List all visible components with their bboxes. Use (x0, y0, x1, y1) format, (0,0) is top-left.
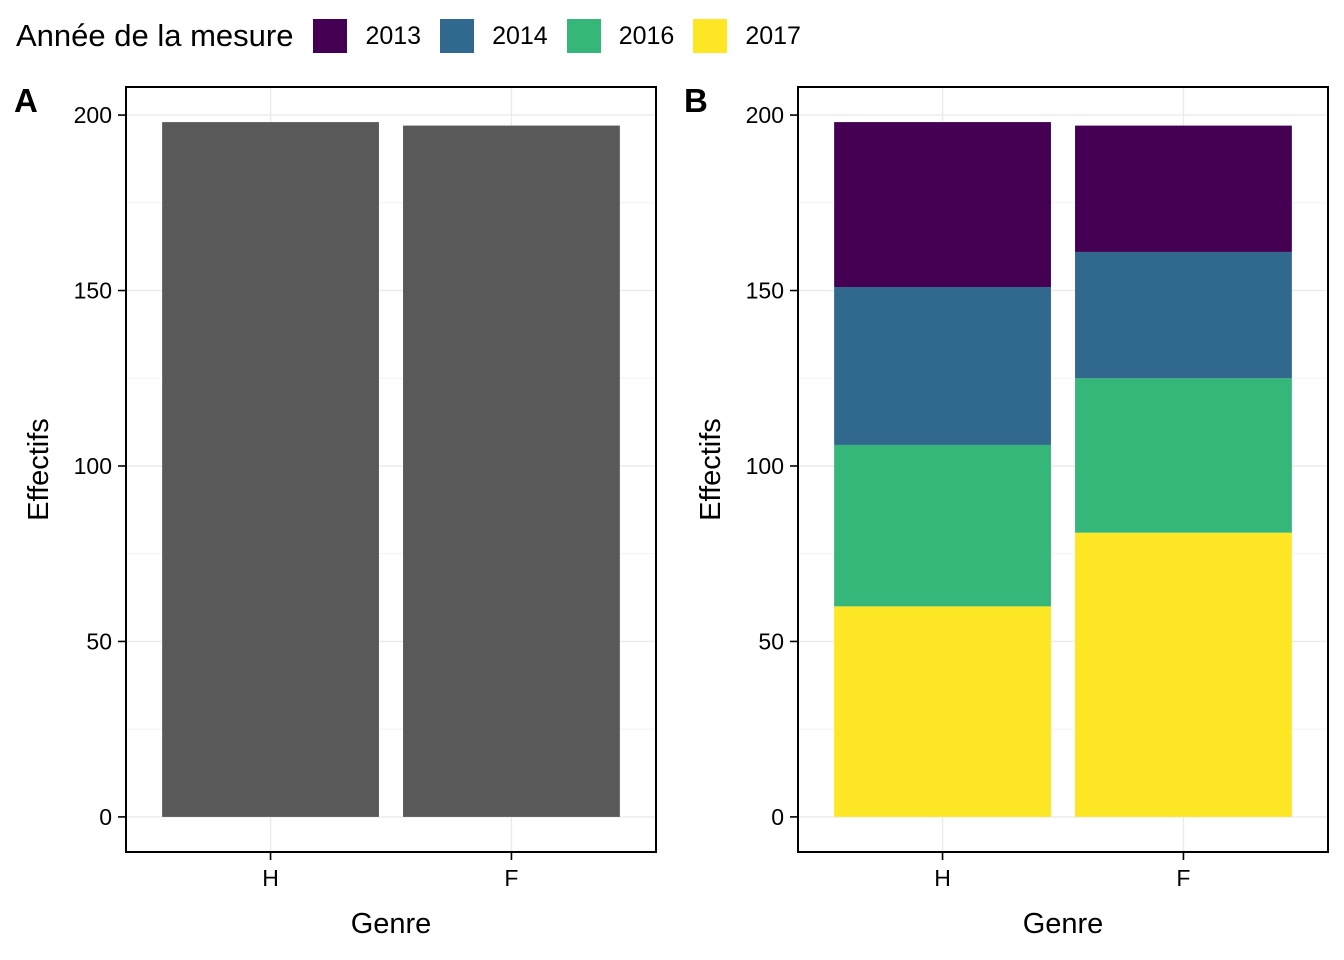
legend-item-2017: 2017 (693, 19, 801, 53)
panel-a-y-tick-label: 200 (74, 102, 112, 128)
legend: Année de la mesure 2013 2014 2016 2017 (16, 14, 820, 58)
panel-a-x-tick-label: F (504, 865, 518, 891)
panel-a-x-axis-title: Genre (351, 908, 432, 940)
legend-swatch-2017 (693, 19, 728, 53)
panel-b-y-tick-label: 100 (746, 453, 784, 479)
panel-a-bar-h (162, 122, 379, 817)
legend-label-2014: 2014 (492, 21, 548, 50)
legend-item-2014: 2014 (440, 19, 548, 53)
panel-a-y-tick-label: 150 (74, 278, 112, 304)
panel-a-y-tick-label: 0 (99, 804, 112, 830)
panel-b-x-tick-label: F (1176, 865, 1190, 891)
panel-a-y-tick-label: 50 (86, 628, 112, 654)
panel-b-border (797, 86, 1329, 853)
panel-b-bar-h-2013 (834, 122, 1051, 288)
panel-b-y-tick-label: 150 (746, 278, 784, 304)
panel-b-bar-f-2013 (1075, 125, 1292, 252)
panel-b-bar-h-2014 (834, 287, 1051, 445)
legend-swatch-2014 (440, 19, 475, 53)
panel-b-bar-h-2016 (834, 444, 1051, 607)
panel-b-tag: B (684, 82, 708, 119)
legend-item-2013: 2013 (313, 19, 421, 53)
panel-a-y-axis-title: Effectifs (23, 418, 55, 521)
legend-title: Année de la mesure (16, 18, 294, 53)
legend-label-2013: 2013 (365, 21, 422, 50)
panel-a-tag: A (14, 82, 38, 119)
panel-b-bar-f-2014 (1075, 251, 1292, 379)
panel-b-bar-f-2016 (1075, 378, 1292, 533)
legend-swatch-2016 (566, 19, 601, 53)
panel-a-bar-f (403, 125, 620, 817)
panel-a-x-tick-label: H (262, 865, 279, 891)
panel-b-y-tick-label: 50 (758, 628, 784, 654)
panel-a: 0 50 100 150 200 H F Genre Effectifs A (14, 82, 657, 940)
legend-swatch-2013 (313, 19, 348, 53)
panel-b-bar-f-2017 (1075, 532, 1292, 817)
panel-b-x-tick-label: H (934, 865, 951, 891)
panel-b-bar-h-2017 (834, 606, 1051, 817)
panel-b-y-axis-title: Effectifs (695, 418, 727, 521)
panel-b-y-tick-label: 0 (771, 804, 784, 830)
panel-a-border (125, 86, 657, 853)
panel-a-y-tick-label: 100 (74, 453, 112, 479)
legend-label-2017: 2017 (745, 21, 801, 50)
panel-b: 0 50 100 150 200 H F Genre Effectifs B (684, 82, 1329, 940)
panel-b-x-axis-title: Genre (1023, 908, 1104, 940)
panel-b-y-tick-label: 200 (746, 102, 784, 128)
legend-item-2016: 2016 (566, 19, 675, 53)
legend-label-2016: 2016 (618, 21, 675, 50)
